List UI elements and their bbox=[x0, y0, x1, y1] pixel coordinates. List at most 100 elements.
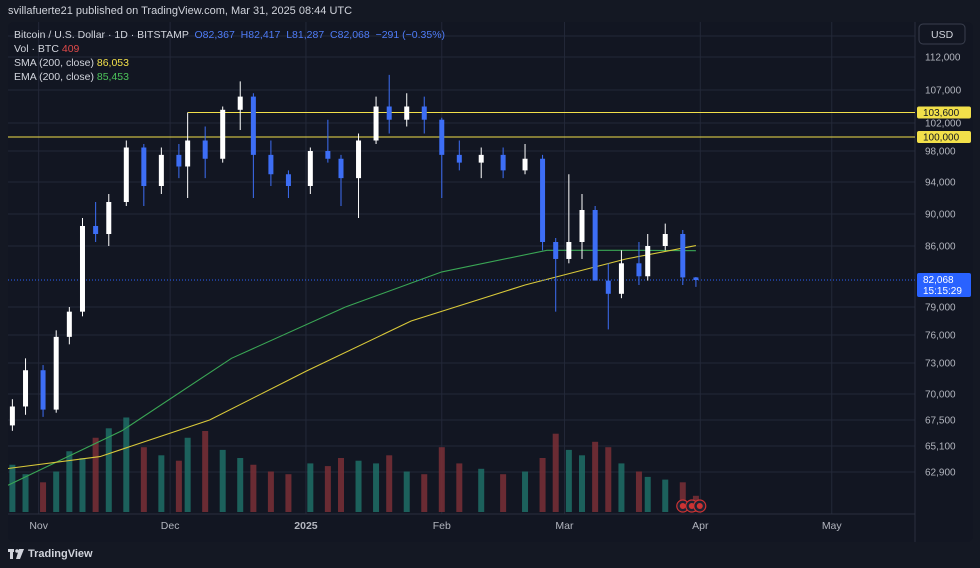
volume-bar bbox=[79, 458, 86, 512]
candle-body bbox=[325, 151, 331, 159]
volume-bar bbox=[237, 458, 244, 512]
open-value: 82,367 bbox=[202, 29, 235, 41]
candle-body bbox=[540, 158, 546, 242]
currency-box bbox=[918, 23, 966, 45]
countdown-label: 15:15:29 bbox=[923, 286, 962, 297]
event-marker-dot bbox=[688, 503, 695, 509]
price-tick-label: 102,000 bbox=[925, 119, 962, 130]
event-marker-dot bbox=[679, 503, 686, 509]
ema-200-line bbox=[8, 249, 696, 486]
candle-body bbox=[439, 119, 445, 155]
volume-bar bbox=[539, 458, 546, 512]
candle-body bbox=[53, 336, 59, 410]
candle-body bbox=[106, 202, 112, 234]
high-value: 82,417 bbox=[248, 29, 281, 41]
volume-bar bbox=[662, 479, 669, 512]
volume-bar bbox=[202, 431, 209, 512]
candle-body bbox=[123, 147, 129, 202]
candle-body bbox=[141, 147, 147, 186]
current-price-label: 82,068 bbox=[923, 275, 954, 286]
volume-bar bbox=[500, 474, 507, 512]
candle-body bbox=[356, 140, 362, 179]
volume-bar bbox=[605, 447, 612, 512]
time-tick-label: Dec bbox=[161, 520, 180, 532]
volume-bar bbox=[140, 447, 147, 512]
candle-body bbox=[579, 210, 585, 242]
time-tick-label: Feb bbox=[433, 520, 451, 532]
candle-body bbox=[202, 140, 208, 159]
current-price-tag bbox=[917, 273, 971, 297]
volume-bar bbox=[403, 471, 410, 512]
top-bar: svillafuerte21 published on TradingView.… bbox=[0, 0, 980, 22]
volume-bar bbox=[285, 474, 292, 512]
volume-bar bbox=[592, 441, 599, 512]
ema-label: EMA (200, close) bbox=[14, 71, 94, 83]
level-label: 100,000 bbox=[923, 133, 960, 144]
change-value: −291 (−0.35%) bbox=[375, 29, 446, 41]
volume-bar bbox=[53, 471, 60, 512]
ema-row[interactable]: EMA (200, close) 85,453 bbox=[14, 70, 445, 84]
price-chart[interactable]: 103,600 100,000 62,900 65,100 67,500 70,000 73… bbox=[8, 22, 973, 542]
price-tick-label: 62,900 bbox=[925, 468, 956, 479]
footer: TradingView bbox=[0, 542, 980, 568]
sma-row[interactable]: SMA (200, close) 86,053 bbox=[14, 56, 445, 70]
candle-body bbox=[185, 140, 191, 167]
candle-body bbox=[680, 234, 686, 278]
high-label: H bbox=[240, 29, 249, 41]
volume-bar bbox=[66, 451, 73, 512]
candle-body bbox=[386, 106, 392, 120]
price-tick-label: 86,000 bbox=[925, 242, 956, 253]
volume-bar bbox=[40, 482, 47, 512]
candle-body bbox=[66, 311, 72, 337]
volume-bar bbox=[9, 464, 16, 512]
symbol-row: Bitcoin / U.S. Dollar · 1D · BITSTAMP O8… bbox=[14, 28, 445, 42]
level-tag bbox=[917, 131, 971, 143]
price-tick-label: 79,000 bbox=[925, 303, 956, 314]
candle-body bbox=[404, 106, 410, 120]
volume-bar bbox=[386, 455, 393, 512]
chart-legend: Bitcoin / U.S. Dollar · 1D · BITSTAMP O8… bbox=[14, 28, 445, 84]
volume-bar bbox=[456, 463, 463, 512]
volume-bar bbox=[644, 476, 651, 512]
volume-bar bbox=[123, 417, 130, 512]
level-label: 103,600 bbox=[923, 108, 960, 119]
candle-body bbox=[9, 406, 15, 426]
volume-bar bbox=[679, 482, 686, 512]
volume-bar bbox=[250, 464, 257, 512]
candle-body bbox=[522, 158, 528, 171]
sma-value: 86,053 bbox=[96, 57, 129, 69]
volume-bar bbox=[635, 471, 642, 512]
close-label: C bbox=[330, 29, 338, 41]
price-tick-label: 107,000 bbox=[925, 86, 962, 97]
candle-body bbox=[79, 226, 85, 312]
chart-background bbox=[8, 22, 973, 542]
candle-body bbox=[662, 234, 668, 246]
volume-bar bbox=[219, 449, 226, 512]
candle-body bbox=[338, 158, 344, 179]
volume-row[interactable]: Vol · BTC 409 bbox=[14, 42, 445, 56]
candle-body bbox=[636, 263, 642, 277]
candle-body bbox=[592, 210, 598, 281]
chart-panel[interactable]: 103,600 100,000 62,900 65,100 67,500 70,000 73… bbox=[8, 22, 973, 542]
volume-bar bbox=[105, 428, 112, 512]
publisher-line: svillafuerte21 published on TradingView.… bbox=[8, 5, 353, 17]
volume-label: Vol · BTC bbox=[14, 43, 59, 55]
tradingview-brand[interactable]: TradingView bbox=[8, 548, 93, 560]
volume-bar bbox=[355, 460, 362, 512]
open-label: O bbox=[194, 29, 203, 41]
price-tick-label: 112,000 bbox=[925, 53, 961, 64]
candle-body bbox=[176, 154, 182, 167]
ema-value: 85,453 bbox=[96, 71, 129, 83]
candle-body bbox=[500, 154, 506, 171]
volume-bar bbox=[438, 447, 445, 512]
symbol-label[interactable]: Bitcoin / U.S. Dollar · 1D · BITSTAMP bbox=[14, 29, 189, 41]
volume-bar bbox=[338, 458, 345, 512]
volume-bar bbox=[618, 463, 625, 512]
candle-body bbox=[307, 151, 313, 186]
time-tick-label: Mar bbox=[555, 520, 574, 532]
volume-bar bbox=[22, 474, 29, 512]
time-tick-label: Apr bbox=[692, 520, 709, 532]
price-tick-label: 73,000 bbox=[925, 359, 956, 370]
low-value: 81,287 bbox=[292, 29, 325, 41]
candle-body bbox=[605, 280, 611, 294]
